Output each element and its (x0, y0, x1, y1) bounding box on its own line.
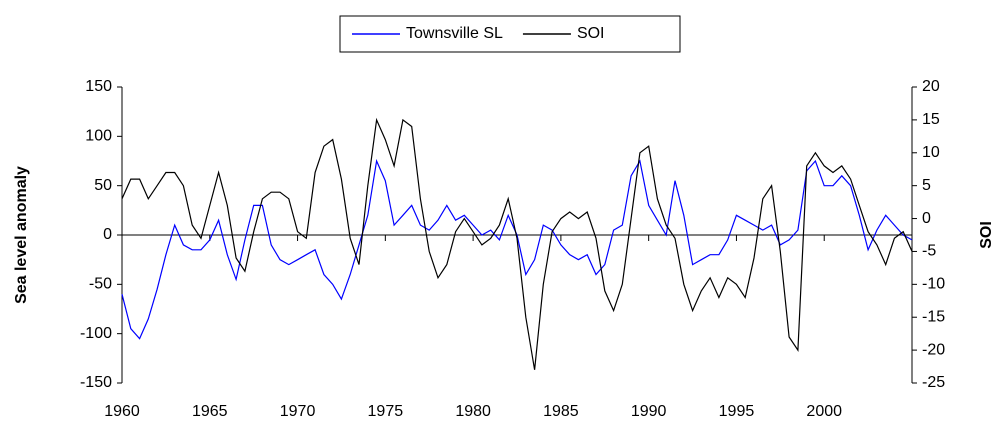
y2-tick-label: -15 (922, 308, 945, 325)
legend-label: Townsville SL (406, 25, 503, 42)
y2-tick-label: 20 (922, 78, 940, 95)
x-tick-label: 1980 (455, 403, 491, 420)
y2-tick-label: -5 (922, 243, 936, 260)
x-tick-label: 1970 (280, 403, 316, 420)
x-tick-label: 1975 (368, 403, 404, 420)
x-tick-label: 2000 (806, 403, 842, 420)
y2-tick-label: 10 (922, 144, 940, 161)
legend-label: SOI (577, 25, 605, 42)
y-tick-label: 50 (94, 177, 112, 194)
y-tick-label: -50 (89, 276, 112, 293)
y2-tick-label: 0 (922, 210, 931, 227)
x-tick-label: 1960 (104, 403, 140, 420)
y2-tick-label: -25 (922, 374, 945, 391)
y2-tick-label: -10 (922, 276, 945, 293)
y-tick-label: -150 (80, 374, 112, 391)
y-tick-label: -100 (80, 325, 112, 342)
y-tick-label: 100 (85, 128, 112, 145)
y-axis-title: Sea level anomaly (13, 166, 30, 304)
x-tick-label: 1990 (631, 403, 667, 420)
y-tick-label: 0 (103, 226, 112, 243)
y2-tick-label: 15 (922, 111, 940, 128)
series-line (121, 117, 913, 370)
y2-tick-label: -20 (922, 341, 945, 358)
x-tick-label: 1995 (719, 403, 755, 420)
y-tick-label: 150 (85, 78, 112, 95)
x-tick-label: 1965 (192, 403, 228, 420)
x-tick-label: 1985 (543, 403, 579, 420)
series-line (121, 158, 913, 340)
y2-axis-title: SOI (978, 221, 995, 249)
y2-tick-label: 5 (922, 177, 931, 194)
